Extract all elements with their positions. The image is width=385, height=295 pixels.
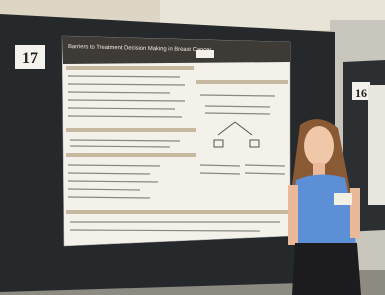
blouse: [292, 174, 356, 245]
face: [304, 126, 334, 166]
neighbor-poster: [368, 85, 385, 205]
page: 17 16 Barriers to Treatment Decision Mak…: [0, 0, 385, 295]
sign-number: 17: [22, 50, 38, 67]
skirt: [292, 243, 361, 295]
photo: 17 16 Barriers to Treatment Decision Mak…: [0, 0, 385, 295]
name-badge: [334, 193, 352, 205]
sign-number: 16: [355, 86, 367, 100]
poster-logo: [196, 50, 214, 58]
arm: [288, 185, 298, 245]
